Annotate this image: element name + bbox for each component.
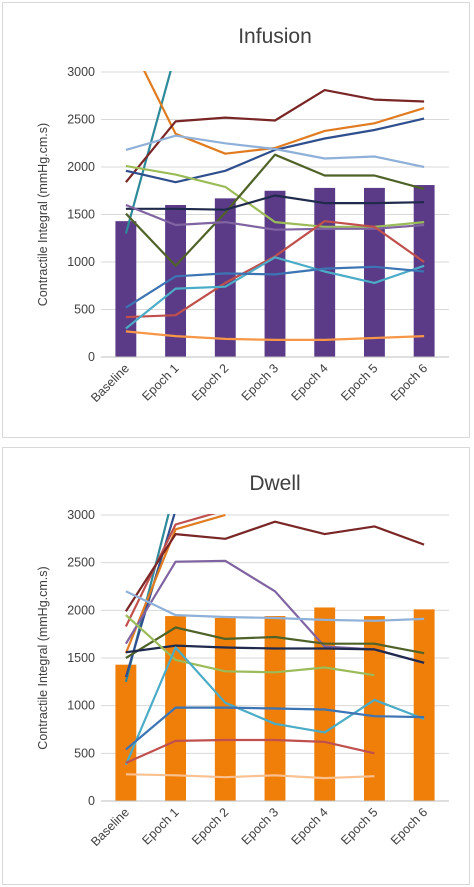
series-line-8 <box>125 626 425 659</box>
y-tick-label: 1000 <box>67 699 95 713</box>
series-line-4 <box>124 514 217 627</box>
y-tick-label: 1500 <box>67 208 95 222</box>
y-tick-label: 0 <box>88 794 95 808</box>
x-tick-label: Epoch 6 <box>388 805 430 847</box>
series-line-7 <box>125 153 425 267</box>
series-line-10 <box>125 614 375 677</box>
x-tick-label: Epoch 6 <box>388 361 430 403</box>
x-tick-label: Epoch 1 <box>139 805 181 847</box>
series-lines <box>124 514 425 780</box>
y-tick-label: 500 <box>74 303 95 317</box>
y-tick-label: 1500 <box>67 651 95 665</box>
y-tick-label: 500 <box>74 746 95 760</box>
x-tick-label: Baseline <box>88 805 132 849</box>
x-tick-label: Epoch 3 <box>239 361 281 403</box>
bar-2 <box>165 205 187 357</box>
x-tick-label: Epoch 5 <box>338 805 380 847</box>
series-line-12 <box>125 265 425 309</box>
x-tick-label: Epoch 2 <box>189 361 231 403</box>
dwell-chart: Dwell Contractile Integral (mmHg.cm.s) 0 50… <box>36 472 449 849</box>
series-line-13 <box>125 738 375 764</box>
series-line-3 <box>124 514 226 654</box>
series-line-14 <box>125 773 375 780</box>
series-line-3 <box>125 88 425 183</box>
y-tick-label: 2000 <box>67 160 95 174</box>
chart-title: Dwell <box>249 472 300 495</box>
bar-3 <box>214 198 236 357</box>
series-line-2 <box>143 71 425 155</box>
y-tick-label: 1000 <box>67 255 95 269</box>
series-line-8 <box>125 194 425 211</box>
x-tick-label: Epoch 4 <box>288 805 330 847</box>
chart-title: Infusion <box>238 25 312 48</box>
series-lines <box>124 71 425 341</box>
y-tick-label: 2500 <box>67 113 95 127</box>
x-tick-label: Baseline <box>88 361 132 405</box>
x-tick-label: Epoch 2 <box>189 805 231 847</box>
series-line-9 <box>125 644 425 664</box>
x-tick-label: Epoch 5 <box>338 361 380 403</box>
x-tick-label: Epoch 1 <box>139 361 181 403</box>
infusion-chart-panel: Infusion Contractile Integral (mmHg.cm.s)… <box>2 2 470 438</box>
series-line-5 <box>125 134 425 169</box>
bar-5 <box>314 607 336 801</box>
series-line-7 <box>125 590 425 622</box>
y-tick-label: 2000 <box>67 603 95 617</box>
y-tick-label: 3000 <box>67 508 95 522</box>
dwell-chart-panel: Dwell Contractile Integral (mmHg.cm.s) 0 50… <box>2 447 470 885</box>
series-line-13 <box>125 330 425 341</box>
y-axis-label: Contractile Integral (mmHg.cm.s) <box>36 123 50 306</box>
x-tick-label: Epoch 3 <box>239 805 281 847</box>
y-tick-label: 2500 <box>67 556 95 570</box>
series-line-11 <box>124 646 425 766</box>
bar-6 <box>363 187 385 357</box>
bar-1 <box>115 221 137 357</box>
bar-7 <box>413 609 435 801</box>
y-tick-label: 3000 <box>67 65 95 79</box>
x-tick-label: Epoch 4 <box>288 361 330 403</box>
bar-6 <box>363 616 385 801</box>
series-line-11 <box>125 256 425 330</box>
series-line-9 <box>125 203 425 231</box>
bar-1 <box>115 664 137 801</box>
bar-3 <box>214 617 236 801</box>
y-axis-label: Contractile Integral (mmHg.cm.s) <box>36 566 50 749</box>
infusion-chart: Infusion Contractile Integral (mmHg.cm.s)… <box>36 25 449 405</box>
y-tick-label: 0 <box>88 350 95 364</box>
series-line-5 <box>124 520 425 612</box>
series-line-12 <box>125 706 425 751</box>
